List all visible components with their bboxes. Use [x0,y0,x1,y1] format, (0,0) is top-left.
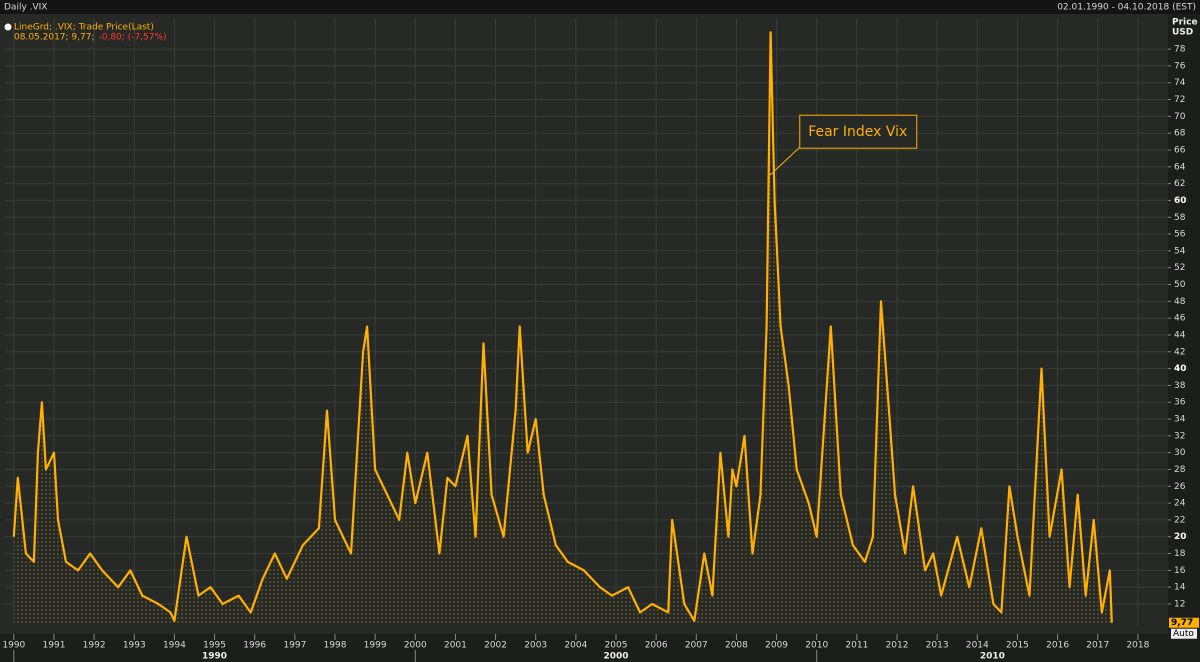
y-tick-label: 70 [1174,112,1186,122]
decade-label: 2010 [980,652,1005,662]
x-tick-label: 2017 [1086,641,1109,651]
y-tick-label: 18 [1174,549,1186,559]
x-tick-label: 2006 [645,641,668,651]
scale-mode: Auto [1173,629,1194,639]
x-tick-label: 1992 [83,641,106,651]
y-tick-label: 60 [1174,196,1187,206]
plot [12,31,1113,626]
x-tick-label: 1994 [163,641,186,651]
x-tick-label: 2005 [605,641,628,651]
price-line [12,31,1113,623]
x-tick-label: 2013 [926,641,949,651]
y-tick-label: 34 [1174,415,1186,425]
legend-text: LineGrd; .VIX; Trade Price(Last) [14,23,154,33]
x-tick-label: 1993 [123,641,146,651]
legend-change: -0,80; (-7,57%) [99,33,167,43]
x-tick-label: 1997 [283,641,306,651]
last-price-box [1169,617,1199,628]
y-tick-label: 38 [1174,381,1186,391]
y-tick-label: 78 [1174,45,1186,55]
x-tick-label: 1991 [43,641,66,651]
chart-title: Daily .VIX [4,3,47,13]
x-tick-label: 1995 [203,641,226,651]
y-tick-label: 46 [1174,314,1186,324]
decade-label: 1990 [202,652,227,662]
y-tick-label: 32 [1174,431,1185,441]
x-tick-label: 2018 [1126,641,1149,651]
area-fill [13,32,1112,626]
x-tick-label: 1990 [2,641,25,651]
y-tick-label: 40 [1174,364,1187,374]
y-tick-label: 66 [1174,145,1186,155]
y-axis-panel [1168,14,1200,662]
y-tick-label: 28 [1174,465,1186,475]
x-tick-label: 2001 [444,641,467,651]
y-tick-label: 58 [1174,213,1186,223]
x-tick-label: 2008 [725,641,748,651]
y-tick-label: 64 [1174,162,1186,172]
y-tick-label: 14 [1174,583,1186,593]
grid [5,18,1168,625]
y-tick-label: 56 [1174,230,1186,240]
y-tick-label: 74 [1174,78,1186,88]
y-tick-label: 72 [1174,95,1185,105]
x-tick-label: 2012 [886,641,909,651]
y-tick-label: 50 [1174,280,1186,290]
x-axis-panel [0,634,1168,662]
x-tick-label: 2010 [805,641,828,651]
scale-mode-box [1171,628,1197,639]
y-tick-label: 76 [1174,61,1186,71]
x-tick-label: 1999 [364,641,387,651]
x-tick-label: 2009 [765,641,788,651]
y-tick-label: 52 [1174,263,1185,273]
y-axis-label: Price [1172,18,1198,28]
y-axis-label: USD [1172,28,1193,38]
x-tick-label: 2011 [845,641,868,651]
y-tick-label: 48 [1174,297,1186,307]
x-tick-label: 2007 [685,641,708,651]
y-tick-label: 36 [1174,398,1186,408]
annotation-leader [769,146,801,176]
x-tick-label: 1998 [324,641,347,651]
y-tick-label: 30 [1174,448,1186,458]
last-price-label: 9,77 [1171,618,1193,628]
decade-label: 2000 [603,652,628,662]
annotation-box [799,114,918,149]
y-tick-label: 62 [1174,179,1185,189]
x-tick-label: 1996 [243,641,266,651]
x-tick-label: 2015 [1006,641,1029,651]
annotation-text: Fear Index Vix [808,124,907,140]
y-tick-label: 54 [1174,246,1186,256]
x-tick-label: 2014 [966,641,989,651]
legend-text: 08.05.2017; 9,77; [14,33,95,43]
x-tick-label: 2000 [404,641,427,651]
x-tick-label: 2003 [524,641,547,651]
x-tick-label: 2002 [484,641,507,651]
x-tick-label: 2004 [564,641,587,651]
y-tick-label: 68 [1174,129,1186,139]
legend-icon [4,23,12,31]
x-tick-label: 2016 [1046,641,1069,651]
y-tick-label: 42 [1174,347,1185,357]
y-tick-label: 26 [1174,482,1186,492]
y-tick-label: 22 [1174,515,1185,525]
top-bar [0,0,1200,14]
date-range: 02.01.1990 - 04.10.2018 (EST) [1057,3,1196,13]
y-tick-label: 12 [1174,599,1185,609]
y-tick-label: 24 [1174,499,1186,509]
y-tick-label: 16 [1174,566,1186,576]
y-tick-label: 44 [1174,330,1186,340]
y-tick-label: 20 [1174,532,1187,542]
